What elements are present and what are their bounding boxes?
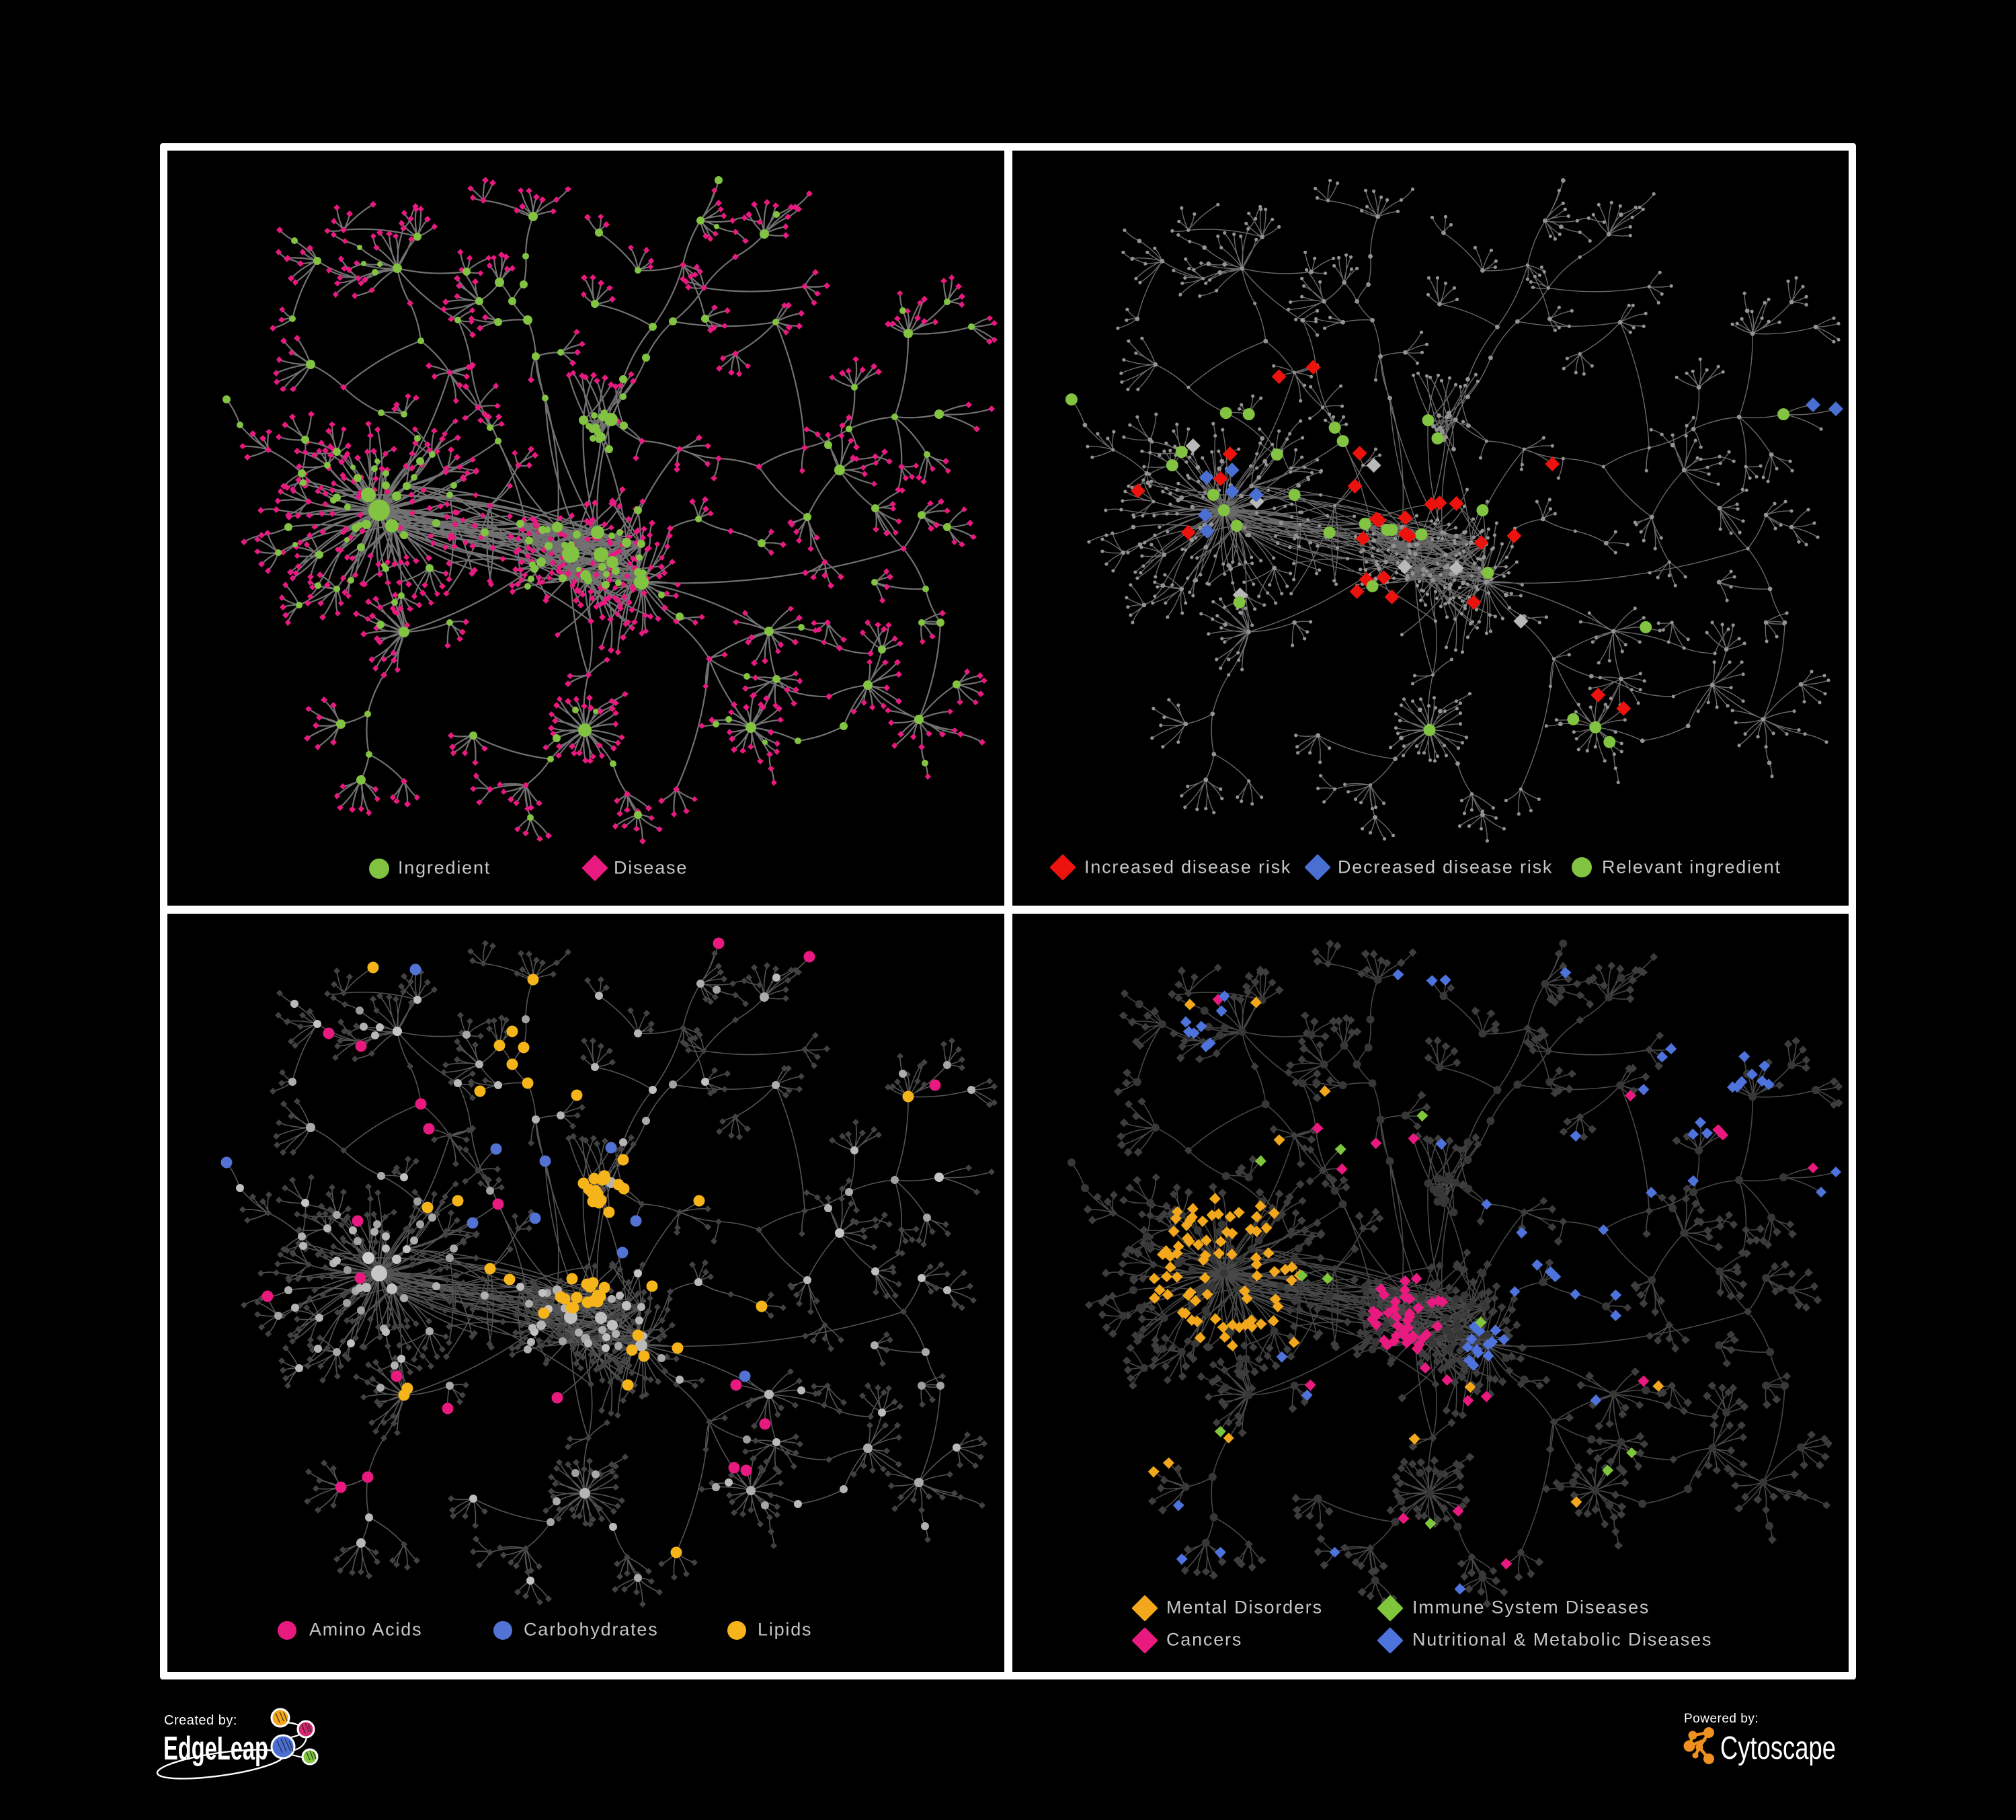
svg-text:Created by:: Created by:: [164, 1713, 237, 1728]
svg-text:Cytoscape: Cytoscape: [1720, 1731, 1836, 1766]
svg-text:EdgeLeap: EdgeLeap: [163, 1731, 268, 1767]
svg-text:Powered by:: Powered by:: [1684, 1712, 1759, 1726]
